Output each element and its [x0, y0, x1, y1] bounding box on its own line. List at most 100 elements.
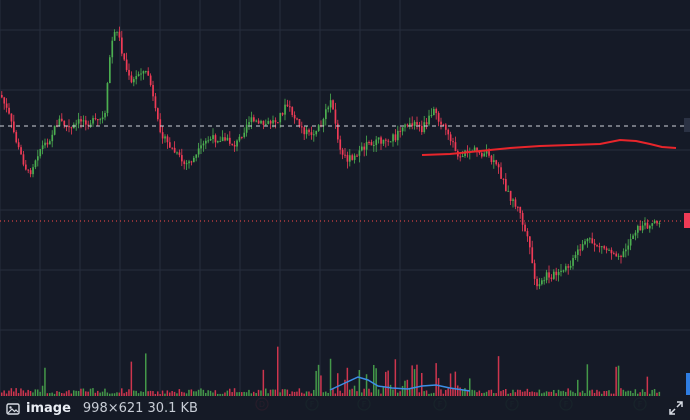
volume-bar — [545, 391, 548, 396]
scrollbar[interactable] — [686, 373, 690, 395]
volume-bar — [416, 364, 418, 396]
volume-bar — [507, 393, 509, 396]
volume-bar — [171, 391, 173, 396]
candle-body — [598, 246, 601, 248]
candle-body — [569, 265, 572, 268]
image-label: image — [26, 401, 71, 416]
candle-body — [543, 280, 546, 282]
candle-body — [118, 31, 121, 38]
candle-body — [459, 156, 462, 158]
volume-bar — [634, 389, 637, 396]
volume-bar — [459, 387, 461, 396]
volume-bar — [529, 392, 531, 396]
candle-body — [483, 153, 486, 157]
volume-bar — [94, 392, 97, 396]
volume-bar — [550, 391, 553, 396]
candle-body — [279, 113, 282, 123]
volume-bar — [109, 393, 111, 396]
volume-bar — [488, 390, 490, 396]
candle-body — [277, 122, 279, 124]
candle-body — [133, 79, 135, 83]
volume-bar — [272, 389, 274, 396]
candle-body — [253, 117, 255, 122]
volume-bar — [586, 364, 589, 396]
candle-body — [15, 132, 18, 143]
candle-body — [250, 117, 253, 123]
image-icon — [6, 402, 20, 415]
volume-bar — [536, 392, 538, 396]
candle-body — [243, 132, 246, 138]
candle-body — [293, 114, 296, 119]
volume-bar — [53, 393, 56, 396]
volume-bar — [262, 369, 265, 396]
volume-bar — [70, 393, 73, 396]
volume-bar — [209, 390, 212, 396]
volume-bar — [617, 365, 620, 396]
candle-body — [322, 119, 325, 127]
volume-bar — [44, 367, 46, 396]
volume-bar — [349, 389, 351, 396]
volume-bar — [377, 389, 380, 396]
candle-body — [207, 140, 210, 142]
candle-body — [219, 141, 222, 143]
volume-bar — [358, 369, 361, 396]
volume-bar — [89, 388, 92, 396]
candle-body — [387, 140, 390, 142]
volume-bar — [25, 392, 27, 396]
volume-bar — [421, 372, 423, 396]
candle-body — [380, 137, 382, 144]
volume-bar — [505, 388, 507, 396]
candle-body — [291, 107, 294, 115]
candle-body — [500, 167, 502, 179]
candle-body — [603, 246, 606, 249]
candle-body — [553, 271, 555, 279]
volume-average-blue — [329, 376, 471, 392]
volume-bar — [329, 358, 332, 396]
volume-bar — [161, 390, 164, 396]
candle-body — [490, 155, 493, 163]
candle-body — [644, 222, 646, 226]
candle-body — [97, 119, 99, 121]
expand-icon[interactable] — [669, 401, 683, 415]
candle-body — [315, 130, 318, 135]
candle-body — [145, 71, 147, 73]
volume-bar — [397, 392, 399, 396]
candle-body — [428, 115, 430, 125]
candle-body — [536, 278, 538, 287]
candle-body — [272, 120, 274, 124]
candle-body — [449, 134, 452, 142]
volume-bar — [305, 391, 308, 396]
candle-body — [622, 251, 625, 258]
candle-body — [226, 137, 229, 141]
volume-bar — [514, 392, 517, 396]
candle-body — [634, 232, 637, 236]
volume-bar — [603, 391, 605, 396]
volume-bar — [406, 379, 409, 396]
volume-bar — [337, 373, 339, 396]
candle-body — [92, 118, 94, 124]
candle-body — [406, 124, 409, 126]
volume-bar — [541, 393, 543, 396]
volume-bar — [517, 389, 519, 396]
volume-bar — [622, 389, 625, 396]
candle-body — [337, 123, 339, 140]
candle-body — [3, 97, 6, 104]
volume-bar — [502, 390, 505, 396]
candle-body — [493, 160, 495, 163]
volume-bar — [212, 392, 214, 396]
candle-body — [346, 154, 349, 162]
volume-bar — [15, 388, 17, 396]
candle-body — [13, 121, 15, 133]
candle-body — [85, 120, 87, 125]
volume-bar — [20, 388, 22, 396]
candle-body — [430, 115, 433, 117]
volume-bar — [471, 389, 473, 396]
candle-body — [147, 71, 150, 76]
candle-body — [44, 142, 46, 146]
candle-body — [658, 223, 661, 225]
candle-body — [214, 135, 217, 143]
volume-bar — [27, 389, 29, 396]
volume-bar — [452, 388, 454, 396]
volume-bar — [577, 379, 579, 396]
volume-bar — [176, 393, 178, 396]
